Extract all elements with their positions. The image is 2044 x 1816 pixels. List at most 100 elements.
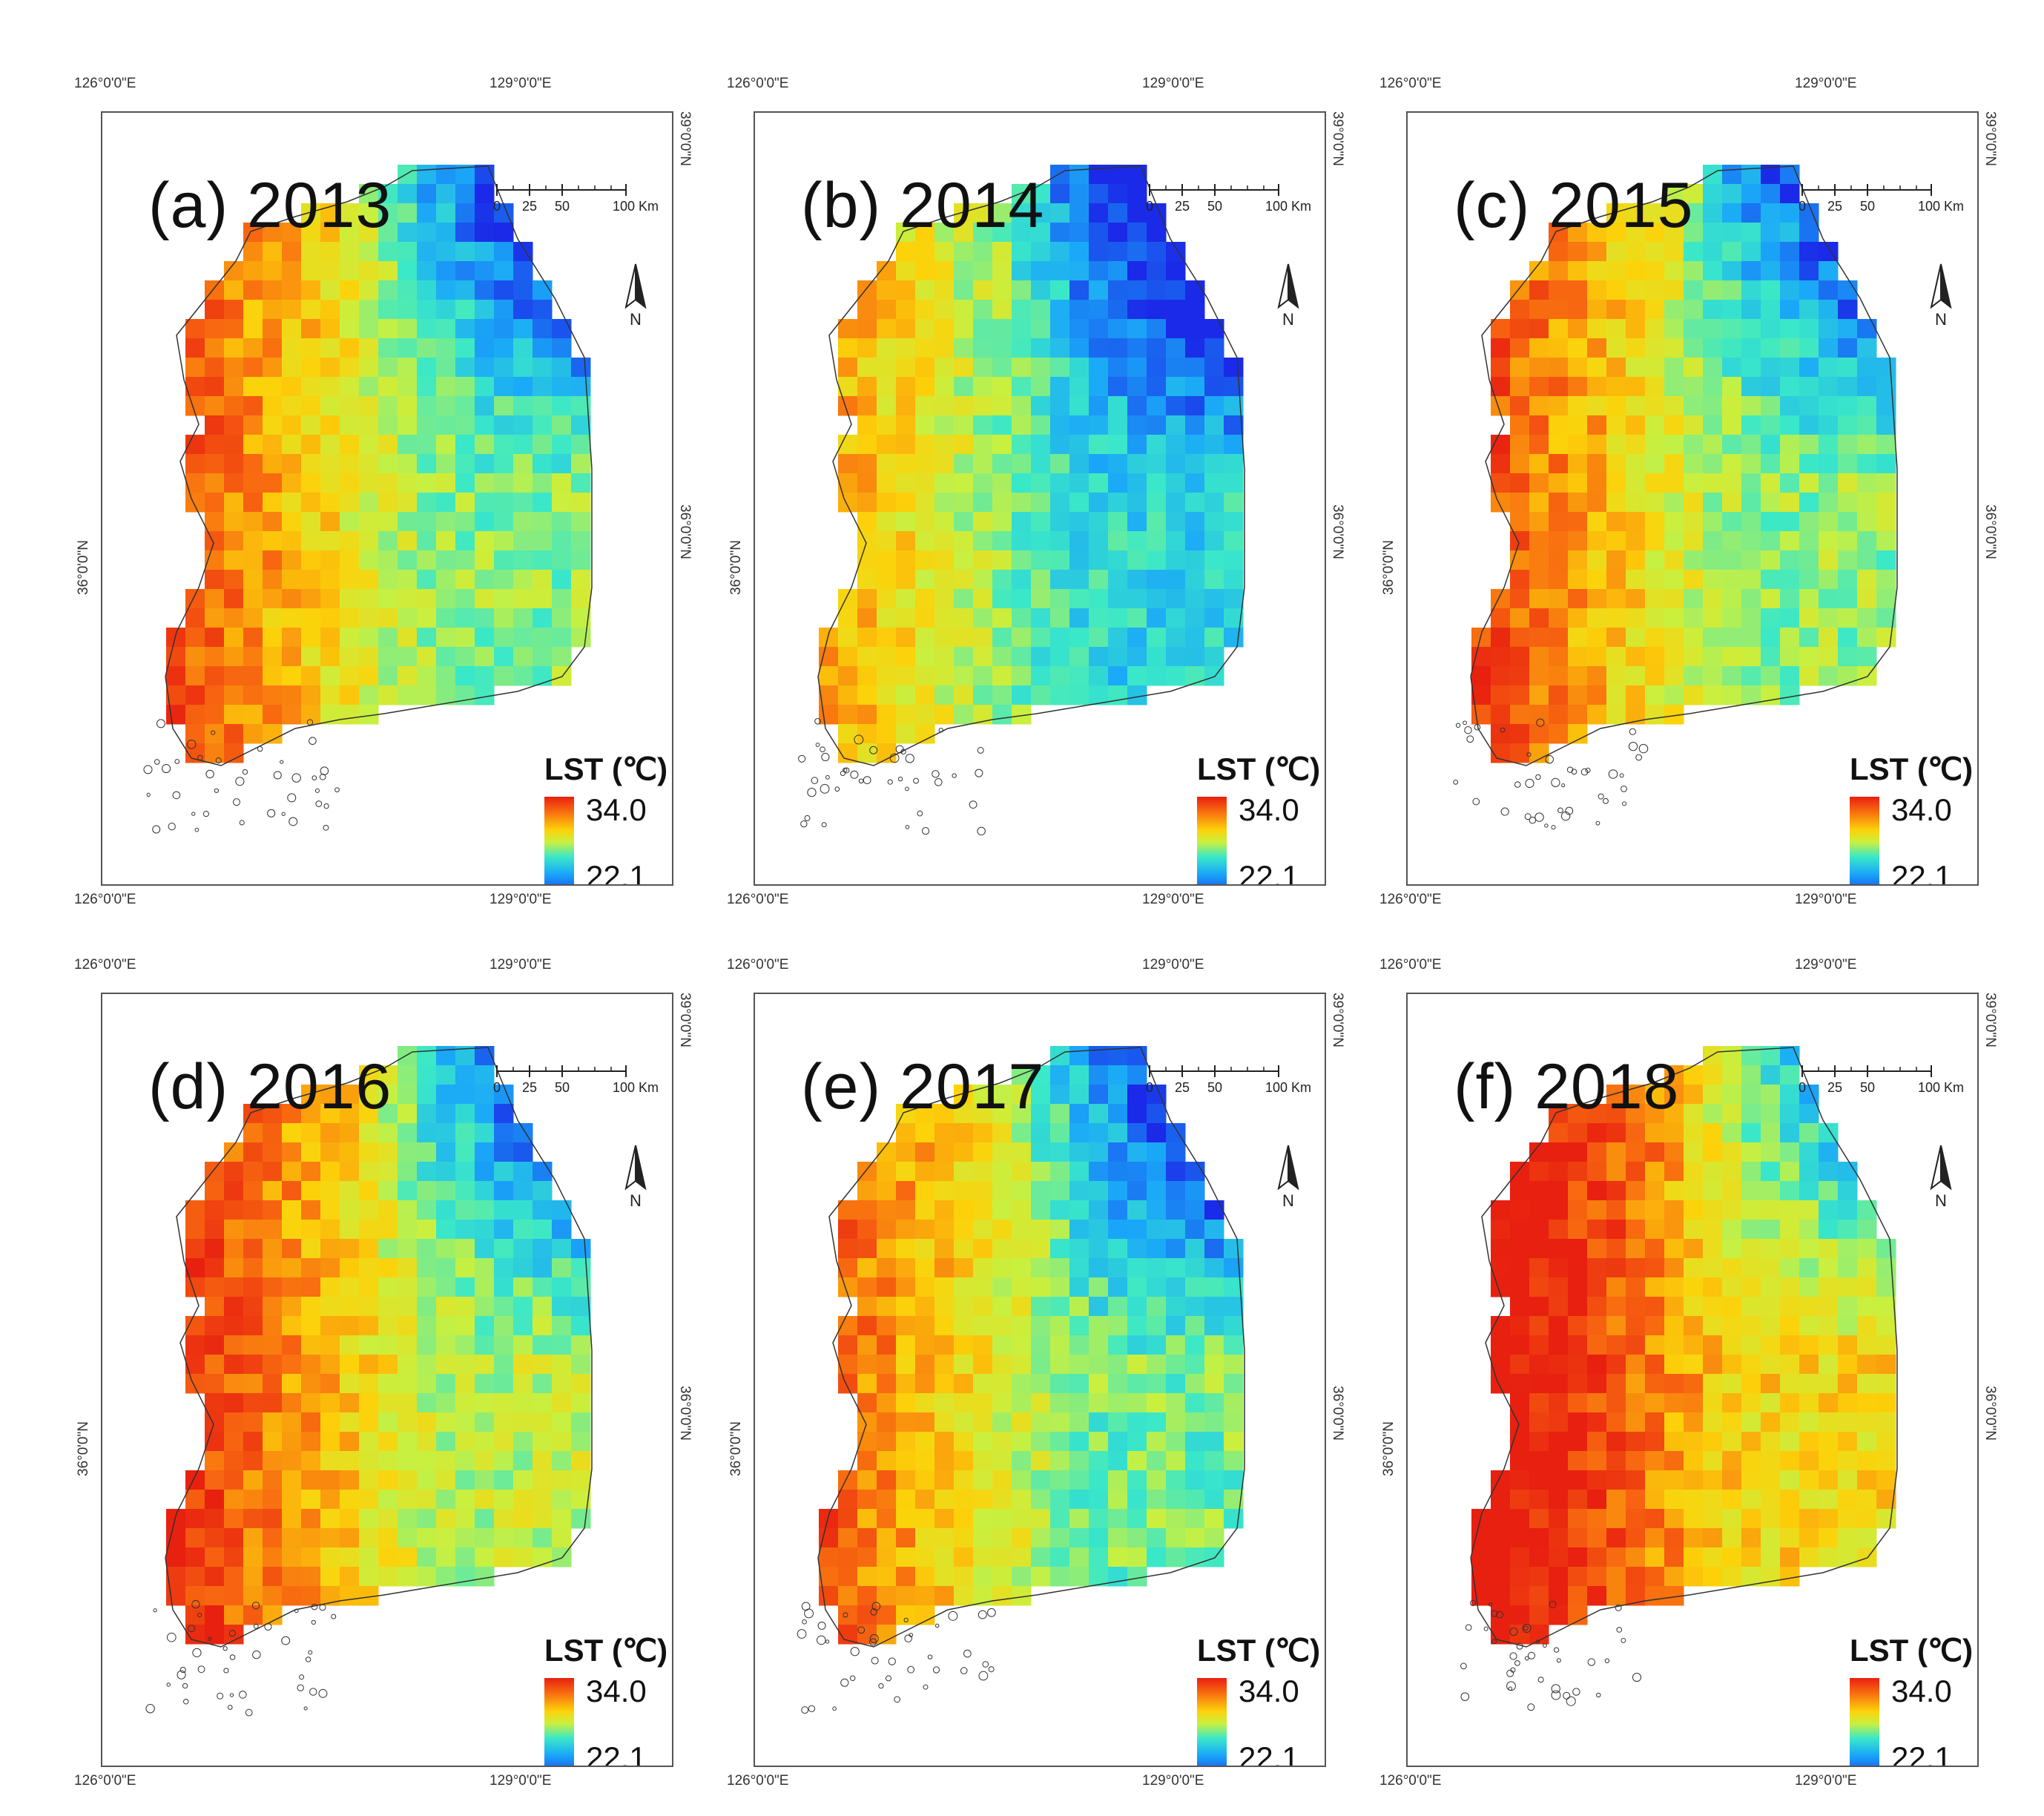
lst-cell: [1645, 1162, 1665, 1182]
lst-cell: [340, 531, 360, 551]
lst-cell: [1780, 242, 1800, 262]
lst-cell: [243, 261, 263, 281]
lst-cell: [533, 1277, 553, 1297]
lst-cell: [398, 531, 418, 551]
lst-cell: [1819, 512, 1839, 532]
lst-cell: [398, 1220, 418, 1240]
lst-cell: [1838, 1297, 1858, 1317]
lst-cell: [205, 1297, 225, 1317]
lst-cell: [340, 1297, 360, 1317]
lst-cell: [915, 1393, 935, 1413]
lst-cell: [1722, 300, 1742, 320]
lst-cell: [992, 242, 1012, 262]
lst-cell: [1166, 1412, 1186, 1432]
lst-cell: [896, 319, 916, 339]
lst-cell: [571, 415, 591, 435]
lst-cell: [1108, 184, 1128, 204]
lst-cell: [1529, 1220, 1549, 1240]
lst-cell: [1799, 1412, 1819, 1432]
lst-cell: [1838, 1316, 1858, 1336]
lst-cell: [455, 184, 475, 204]
lst-cell: [494, 570, 514, 590]
lst-cell: [243, 550, 263, 570]
lst-cell: [992, 1085, 1012, 1105]
lst-cell: [243, 608, 263, 628]
lst-cell: [1838, 1181, 1858, 1201]
lst-cell: [398, 1374, 418, 1394]
lst-cell: [1185, 1432, 1205, 1452]
lst-cell: [1185, 377, 1205, 397]
lst-cell: [1108, 1547, 1128, 1567]
island: [815, 743, 820, 747]
lst-cell: [1069, 628, 1089, 648]
lst-cell: [896, 415, 916, 435]
lst-cell: [282, 1355, 302, 1375]
lst-cell: [992, 1567, 1012, 1587]
scale-bar: 0 25 50 100 Km: [1146, 1065, 1311, 1095]
lst-cell: [1761, 1085, 1781, 1105]
lst-cell: [1703, 550, 1723, 570]
lst-cell: [1645, 1470, 1665, 1490]
lst-cell: [1147, 1239, 1167, 1259]
lst-cell: [1471, 1528, 1491, 1548]
lst-cell: [1031, 1104, 1051, 1124]
lst-cell: [1799, 570, 1819, 590]
lst-cell: [533, 1162, 553, 1182]
lst-cell: [1529, 396, 1549, 416]
lst-cell: [1031, 1393, 1051, 1413]
lst-cell: [1780, 1104, 1800, 1124]
lst-cell: [455, 1490, 475, 1510]
lst-cell: [992, 1412, 1012, 1432]
lst-cell: [455, 1277, 475, 1297]
lst-cell: [1626, 1104, 1646, 1124]
island: [153, 1608, 157, 1613]
lst-cell: [378, 531, 398, 551]
lat-label-north: 39°0'0"N: [677, 993, 693, 1047]
legend-title: LST (℃): [544, 751, 668, 786]
lst-cell: [838, 1528, 858, 1548]
lst-cell: [1529, 570, 1549, 590]
lst-cell: [877, 493, 897, 513]
lst-cell: [1780, 1528, 1800, 1548]
lst-cell: [1224, 1470, 1244, 1490]
map-frame: (d) 2016 0 25 50 100 Km N: [101, 993, 673, 1767]
lst-cell: [1684, 1528, 1704, 1548]
lst-cell: [877, 608, 897, 628]
lst-cell: [1127, 570, 1147, 590]
lst-cell: [378, 261, 398, 281]
lst-cell: [877, 319, 897, 339]
lst-cell: [1722, 242, 1742, 262]
lst-cell: [436, 1046, 456, 1066]
lst-cell: [1722, 550, 1742, 570]
lst-cell: [1568, 1412, 1588, 1432]
lst-cell: [378, 1451, 398, 1471]
lst-cell: [1857, 473, 1877, 493]
lst-cell: [1799, 608, 1819, 628]
lst-cell: [301, 1451, 321, 1471]
lst-cell: [1606, 1085, 1626, 1105]
lst-cell: [934, 1181, 955, 1201]
lst-cell: [475, 261, 495, 281]
lst-cell: [1587, 512, 1607, 532]
lst-cell: [301, 589, 321, 609]
lst-cell: [1069, 1258, 1089, 1278]
lst-cell: [455, 1258, 475, 1278]
lst-cell: [398, 628, 418, 648]
lst-cell: [1645, 338, 1665, 358]
lst-cell: [915, 1374, 935, 1394]
lst-cell: [398, 1123, 418, 1143]
lst-cell: [398, 1355, 418, 1375]
lst-cell: [1510, 1374, 1530, 1394]
lst-cell: [455, 531, 475, 551]
lst-cell: [1050, 1123, 1070, 1143]
map-panel-2018: 126°0'0"E 129°0'0"E 126°0'0"E 129°0'0"E …: [1379, 941, 2032, 1816]
lst-cell: [877, 666, 897, 686]
lst-cell: [1684, 396, 1704, 416]
lst-cell: [896, 531, 916, 551]
lst-cell: [417, 203, 437, 223]
lst-cell: [1722, 647, 1742, 667]
lst-cell: [857, 705, 877, 725]
lst-cell: [205, 1335, 225, 1355]
lst-cell: [934, 493, 955, 513]
lst-cell: [533, 1432, 553, 1452]
